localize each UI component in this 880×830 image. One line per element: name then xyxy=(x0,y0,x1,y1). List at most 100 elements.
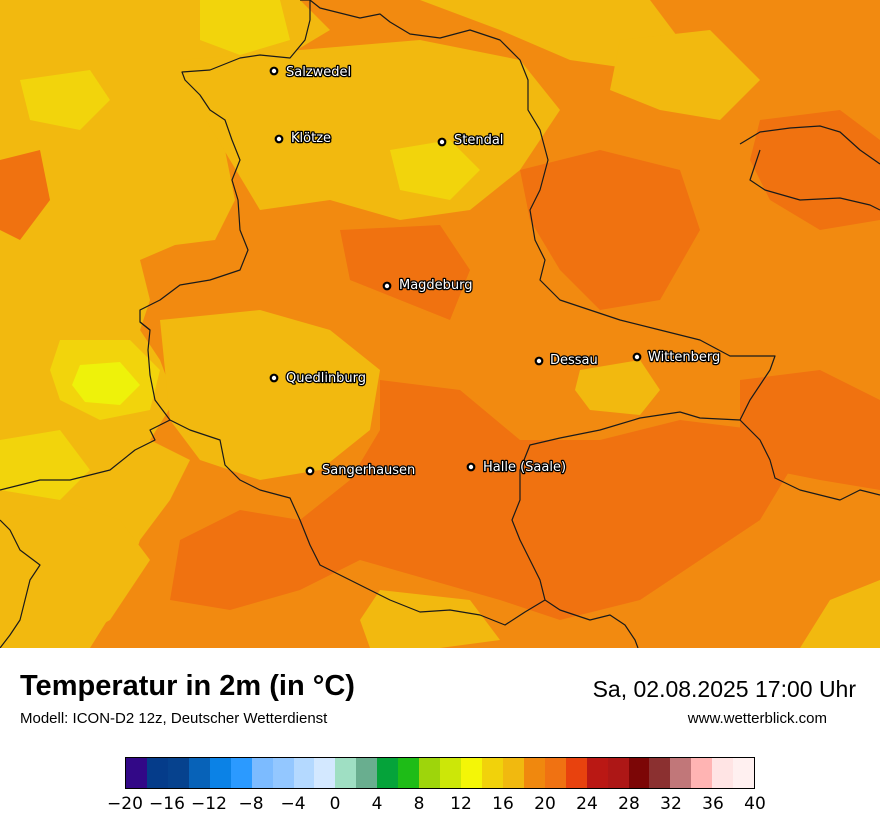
map-zone-cool-3 xyxy=(20,70,110,130)
map-canvas: Salzwedel Klötze Stendal Magdeburg Dessa… xyxy=(0,0,880,648)
map-title: Temperatur in 2m (in °C) xyxy=(20,670,355,702)
border-brandenburg-ne xyxy=(739,125,880,165)
city-sangerhausen[interactable]: Sangerhausen xyxy=(305,462,417,479)
color-scale-swatch xyxy=(335,758,357,788)
city-quedlinburg[interactable]: Quedlinburg xyxy=(269,370,367,387)
map-zone-cool-2 xyxy=(200,0,290,55)
map-zone-cool-4 xyxy=(390,140,480,200)
color-scale-swatch xyxy=(523,758,545,788)
map-zone-mild-ne xyxy=(610,30,760,120)
city-markers: Salzwedel Klötze Stendal Magdeburg Dessa… xyxy=(269,64,722,479)
city-label: Dessau xyxy=(550,353,598,368)
border-saxony-anhalt xyxy=(139,0,776,626)
city-dessau[interactable]: Dessau xyxy=(534,352,599,369)
city-label: Magdeburg xyxy=(399,278,473,293)
color-scale-swatch xyxy=(461,758,482,788)
color-scale-tick: −4 xyxy=(280,794,306,814)
color-scale-swatch xyxy=(377,758,399,788)
map-footer: Temperatur in 2m (in °C) Modell: ICON-D2… xyxy=(0,648,880,830)
city-label: Stendal xyxy=(454,133,503,148)
forecast-datetime: Sa, 02.08.2025 17:00 Uhr xyxy=(592,676,856,702)
color-scale-swatch xyxy=(419,758,441,788)
color-scale-swatch xyxy=(586,758,608,788)
city-dot xyxy=(534,356,544,366)
temperature-map[interactable]: Salzwedel Klötze Stendal Magdeburg Dessa… xyxy=(0,0,880,648)
map-zone-cool-5 xyxy=(0,430,90,500)
city-label: Wittenberg xyxy=(648,350,720,365)
border-saxony-south xyxy=(739,419,880,501)
color-scale-swatch xyxy=(565,758,587,788)
color-scale-tick: −12 xyxy=(191,794,227,814)
color-scale-swatch xyxy=(146,758,168,788)
city-stendal[interactable]: Stendal xyxy=(437,132,505,149)
color-scale-tick: −20 xyxy=(107,794,143,814)
map-zone-mild-west xyxy=(0,0,330,648)
color-scale-tick: 40 xyxy=(744,794,766,814)
map-zone-warm-west xyxy=(0,150,50,240)
color-scale-swatch xyxy=(544,758,566,788)
color-scale-tick: 0 xyxy=(329,794,341,814)
color-scale-tick: 4 xyxy=(371,794,383,814)
color-scale-tick: 16 xyxy=(492,794,514,814)
color-scale-tick: 24 xyxy=(576,794,598,814)
color-scale-swatch xyxy=(398,758,420,788)
color-scale-swatch xyxy=(502,758,524,788)
map-zone-mild-central xyxy=(160,310,380,480)
color-scale-tick: 28 xyxy=(618,794,640,814)
city-label: Sangerhausen xyxy=(322,463,415,478)
border-brandenburg-loop xyxy=(749,149,880,211)
color-scale-swatch xyxy=(356,758,378,788)
city-halle[interactable]: Halle (Saale) xyxy=(466,459,567,476)
city-dot xyxy=(382,281,392,291)
color-scale-swatch xyxy=(230,758,252,788)
map-zone-warm-east xyxy=(520,150,700,310)
city-dot xyxy=(305,466,315,476)
color-scale-tick: 32 xyxy=(660,794,682,814)
color-scale-swatch xyxy=(293,758,315,788)
color-scale-swatch xyxy=(733,758,755,788)
color-scale-tick: 20 xyxy=(534,794,556,814)
city-dot xyxy=(274,134,284,144)
color-scale-swatch xyxy=(209,758,231,788)
city-label: Salzwedel xyxy=(286,65,351,80)
color-scale-swatch xyxy=(481,758,503,788)
map-zone-mild-se2 xyxy=(360,590,500,648)
border-west-lower xyxy=(0,419,171,491)
color-scale-swatch xyxy=(712,758,734,788)
website-link[interactable]: www.wetterblick.com xyxy=(687,710,827,727)
map-zone-coolest-1 xyxy=(72,362,140,405)
city-dot xyxy=(269,373,279,383)
city-magdeburg[interactable]: Magdeburg xyxy=(382,277,474,294)
city-wittenberg[interactable]: Wittenberg xyxy=(632,349,722,366)
city-dot xyxy=(632,352,642,362)
temperature-color-scale xyxy=(125,757,755,789)
color-scale-swatch xyxy=(628,758,650,788)
map-zone-mild-east xyxy=(575,360,660,415)
color-scale-swatch xyxy=(272,758,294,788)
color-scale-swatch xyxy=(188,758,210,788)
city-dot xyxy=(437,137,447,147)
city-label: Klötze xyxy=(291,131,331,146)
city-salzwedel[interactable]: Salzwedel xyxy=(269,64,352,81)
city-label: Quedlinburg xyxy=(286,371,366,386)
map-zone-mild-north2 xyxy=(420,0,680,70)
map-zone-warm-center xyxy=(340,225,470,320)
border-west-sw xyxy=(0,519,41,648)
border-thuringia xyxy=(544,599,639,648)
color-scale-ticks: −20 −16 −12 −8 −4 0 4 8 12 16 20 24 28 32 36 40 xyxy=(0,794,880,818)
city-label: Halle (Saale) xyxy=(483,460,566,475)
color-scale-swatch xyxy=(607,758,629,788)
color-scale-swatch xyxy=(126,758,147,788)
color-scale-swatch xyxy=(691,758,713,788)
color-scale-swatch xyxy=(440,758,461,788)
map-zone-warm-south xyxy=(170,380,790,620)
color-scale-tick: 8 xyxy=(413,794,425,814)
color-scale-swatch xyxy=(314,758,336,788)
color-scale-tick: −16 xyxy=(149,794,185,814)
region-borders xyxy=(0,0,880,648)
map-zone-mild-south xyxy=(0,500,150,648)
city-kloetze[interactable]: Klötze xyxy=(274,130,332,147)
color-scale-tick: 12 xyxy=(450,794,472,814)
city-dot xyxy=(466,462,476,472)
color-scale-tick: −8 xyxy=(238,794,264,814)
